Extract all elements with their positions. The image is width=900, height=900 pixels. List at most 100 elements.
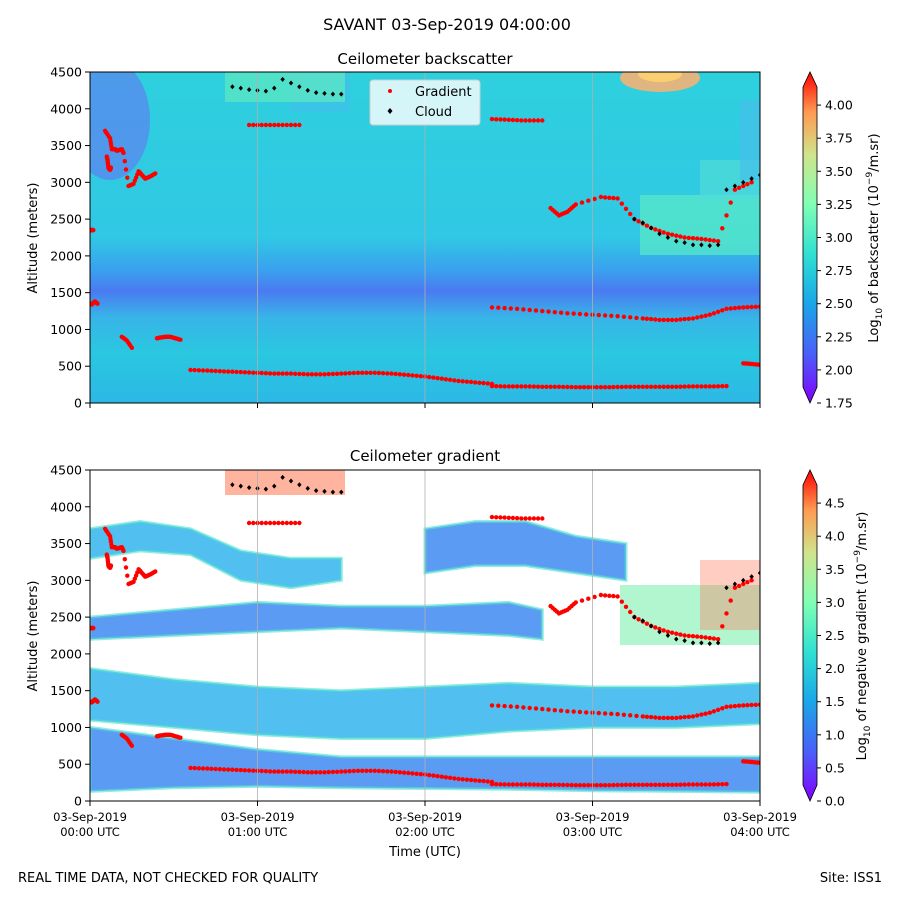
gradient-point [715, 309, 721, 314]
gradient-point [745, 305, 750, 310]
backscatter-x-ticks [89, 403, 761, 408]
gradient-point [711, 238, 717, 243]
legend-gradient-marker [388, 89, 392, 93]
gradient-point [489, 305, 495, 310]
gradient-point [508, 704, 513, 709]
gradient-point [540, 384, 545, 389]
gradient-point [569, 782, 574, 788]
gradient-point [619, 384, 624, 390]
gradient-point [427, 374, 432, 380]
gradient-point [527, 705, 532, 711]
gradient-point [364, 370, 369, 375]
gradient-point [242, 370, 248, 375]
gradient-point [715, 384, 721, 389]
gradient-point [540, 706, 545, 712]
gradient-point [533, 308, 539, 313]
gradient-point [598, 194, 604, 200]
gradient-point [452, 378, 457, 383]
gradient-point [686, 782, 691, 787]
gradient-point [707, 710, 712, 715]
cloud-point [322, 488, 327, 494]
gradient-point [326, 769, 331, 775]
gradient-point [355, 370, 361, 375]
gradient-point [586, 783, 591, 788]
gradient-point [263, 769, 269, 774]
gradient-point [217, 767, 222, 772]
gradient-point [192, 765, 197, 771]
cloud-point [690, 242, 696, 248]
gradient-point [188, 765, 193, 771]
gradient-point [682, 235, 687, 240]
gradient-point [724, 306, 729, 311]
gradient-point [246, 122, 252, 128]
gradient-point [711, 384, 717, 389]
gradient-point [749, 702, 754, 708]
gradient-point [347, 769, 352, 774]
cloud-point [313, 90, 319, 96]
gradient-point [628, 609, 633, 615]
cloud-point [246, 87, 252, 93]
gradient-point [431, 375, 436, 380]
gradient-point [406, 770, 411, 776]
colorbar-tick-label: 3.50 [825, 164, 853, 179]
gradient-point [607, 385, 612, 390]
cloud-point [288, 478, 294, 484]
gradient-gridlines [257, 470, 593, 801]
gradient-point [514, 306, 520, 311]
colorbar-tick-label: 1.0 [825, 727, 845, 742]
backscatter-y-label: Altitude (meters) [26, 183, 41, 294]
gradient-point [272, 520, 277, 526]
gradient-point [535, 782, 541, 787]
gradient-point [623, 206, 629, 211]
gradient-point [439, 774, 444, 779]
gradient-point [602, 783, 608, 788]
gradient-point [514, 704, 520, 709]
gradient-point [598, 783, 604, 788]
gradient-point [715, 707, 721, 712]
gradient-point [489, 514, 495, 520]
gradient-point [339, 769, 344, 774]
gradient-point [485, 381, 490, 386]
gradient-point [380, 769, 386, 774]
gradient-point [558, 310, 564, 315]
gradient-point [707, 237, 712, 243]
gradient-point [619, 201, 624, 206]
gradient-point [665, 317, 671, 323]
gradient-point [280, 520, 285, 526]
gradient-point [251, 370, 256, 375]
colorbar-tick-label: 2.25 [825, 329, 853, 344]
gradient-point [565, 311, 570, 316]
gradient-point [724, 213, 729, 218]
gradient-point [644, 316, 650, 321]
gradient-point [632, 384, 637, 389]
gradient-point [527, 384, 532, 389]
gradient-point [196, 766, 202, 771]
gradient-point [205, 368, 210, 373]
gradient-colorbar-label: Log10 of negative gradient (10−9/m.sr) [853, 512, 873, 761]
gradient-point [682, 316, 687, 322]
gradient-point [653, 715, 658, 720]
gradient-point [452, 776, 457, 781]
gradient-point [611, 593, 616, 599]
gradient-point [596, 710, 601, 716]
gradient-point [498, 384, 503, 389]
gradient-point [699, 634, 704, 640]
gradient-point [456, 378, 461, 384]
gradient-point [695, 384, 700, 389]
gradient-point [736, 583, 742, 589]
gradient-point [749, 304, 754, 310]
gradient-point [690, 782, 696, 787]
cloud-point [305, 87, 310, 93]
gradient-point [91, 625, 96, 631]
x-tick-time: 02:00 UTC [395, 825, 455, 839]
gradient-point [347, 371, 352, 376]
gradient-markers [90, 474, 760, 788]
gradient-point [644, 621, 650, 626]
cloud-point [280, 474, 285, 480]
gradient-point [634, 713, 639, 719]
gradient-point [699, 236, 704, 242]
gradient-point [510, 117, 516, 123]
gradient-point [724, 611, 729, 616]
backscatter-markers [90, 76, 760, 390]
gradient-point [447, 775, 453, 780]
